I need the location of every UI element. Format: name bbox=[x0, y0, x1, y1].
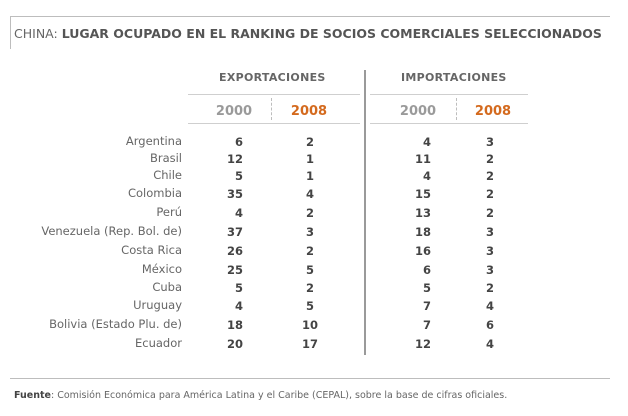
exports-2008-value: 5 bbox=[305, 263, 314, 277]
country-name: Perú bbox=[156, 205, 182, 219]
imports-2008-value: 2 bbox=[485, 152, 494, 166]
exports-2000-value: 4 bbox=[234, 206, 243, 220]
imports-year-divider bbox=[456, 98, 457, 120]
exports-2000-value: 6 bbox=[234, 135, 243, 149]
exports-2000-value: 12 bbox=[226, 152, 243, 166]
imports-header-rule bbox=[370, 94, 528, 95]
exports-2008-value: 2 bbox=[305, 135, 314, 149]
imports-2000-value: 15 bbox=[414, 187, 431, 201]
table-row: Colombia 35 4 15 2 bbox=[0, 186, 628, 203]
exports-year-divider bbox=[271, 98, 272, 120]
footer-rule bbox=[10, 378, 610, 379]
country-name: Argentina bbox=[125, 134, 182, 148]
country-name: México bbox=[141, 262, 182, 276]
table-row: Chile 5 1 4 2 bbox=[0, 168, 628, 185]
exports-2008-value: 1 bbox=[305, 169, 314, 183]
imports-2000-value: 7 bbox=[422, 299, 431, 313]
imports-2008-value: 4 bbox=[485, 337, 494, 351]
exports-2008-value: 1 bbox=[305, 152, 314, 166]
exports-years-rule bbox=[188, 123, 360, 124]
country-name: Uruguay bbox=[133, 298, 182, 312]
table-row: Cuba 5 2 5 2 bbox=[0, 280, 628, 297]
title-lead: CHINA: bbox=[14, 26, 58, 41]
exports-2008-value: 3 bbox=[305, 225, 314, 239]
source-note: Fuente: Comisión Económica para América … bbox=[14, 390, 507, 401]
table-row: México 25 5 6 3 bbox=[0, 262, 628, 279]
imports-2000-value: 12 bbox=[414, 337, 431, 351]
imports-2000-value: 13 bbox=[414, 206, 431, 220]
table-row: Uruguay 4 5 7 4 bbox=[0, 298, 628, 315]
exports-2008-value: 2 bbox=[305, 244, 314, 258]
imports-2008-value: 3 bbox=[485, 135, 494, 149]
table-row: Costa Rica 26 2 16 3 bbox=[0, 243, 628, 260]
imports-2008-value: 3 bbox=[485, 263, 494, 277]
exports-2000-value: 20 bbox=[226, 337, 243, 351]
imports-2000-value: 7 bbox=[422, 318, 431, 332]
title-rest: LUGAR OCUPADO EN EL RANKING DE SOCIOS CO… bbox=[61, 26, 602, 41]
exports-2000-value: 25 bbox=[226, 263, 243, 277]
exports-2008-value: 10 bbox=[301, 318, 318, 332]
table-row: Venezuela (Rep. Bol. de) 37 3 18 3 bbox=[0, 224, 628, 241]
imports-2008-value: 2 bbox=[485, 187, 494, 201]
imports-2000-value: 18 bbox=[414, 225, 431, 239]
imports-2000-value: 6 bbox=[422, 263, 431, 277]
country-name: Chile bbox=[153, 168, 182, 182]
imports-2008-value: 3 bbox=[485, 244, 494, 258]
imports-year-2008: 2008 bbox=[474, 104, 512, 119]
country-name: Bolivia (Estado Plu. de) bbox=[49, 317, 182, 331]
imports-2008-value: 2 bbox=[485, 281, 494, 295]
imports-2000-value: 11 bbox=[414, 152, 431, 166]
imports-2008-value: 4 bbox=[485, 299, 494, 313]
imports-2008-value: 2 bbox=[485, 169, 494, 183]
country-name: Ecuador bbox=[135, 336, 182, 350]
exports-2000-value: 5 bbox=[234, 281, 243, 295]
exports-2008-value: 17 bbox=[301, 337, 318, 351]
exports-2000-value: 37 bbox=[226, 225, 243, 239]
country-name: Costa Rica bbox=[121, 243, 182, 257]
table-row: Argentina 6 2 4 3 bbox=[0, 134, 628, 151]
table-row: Perú 4 2 13 2 bbox=[0, 205, 628, 222]
exports-2008-value: 2 bbox=[305, 281, 314, 295]
imports-header: IMPORTACIONES bbox=[401, 71, 507, 84]
imports-2000-value: 4 bbox=[422, 169, 431, 183]
country-name: Colombia bbox=[127, 186, 182, 200]
exports-2008-value: 5 bbox=[305, 299, 314, 313]
imports-2008-value: 2 bbox=[485, 206, 494, 220]
exports-2000-value: 26 bbox=[226, 244, 243, 258]
imports-2000-value: 5 bbox=[422, 281, 431, 295]
source-label: Fuente bbox=[14, 390, 51, 401]
table-row: Brasil 12 1 11 2 bbox=[0, 151, 628, 168]
source-text: : Comisión Económica para América Latina… bbox=[50, 390, 508, 401]
country-name: Venezuela (Rep. Bol. de) bbox=[41, 224, 182, 238]
imports-2008-value: 6 bbox=[485, 318, 494, 332]
imports-2000-value: 4 bbox=[422, 135, 431, 149]
page-title: CHINA: LUGAR OCUPADO EN EL RANKING DE SO… bbox=[14, 26, 602, 41]
exports-2000-value: 35 bbox=[226, 187, 243, 201]
exports-2008-value: 4 bbox=[305, 187, 314, 201]
exports-2008-value: 2 bbox=[305, 206, 314, 220]
exports-year-2000: 2000 bbox=[215, 104, 253, 119]
exports-imports-separator bbox=[364, 70, 366, 355]
imports-years-rule bbox=[370, 123, 528, 124]
table-row: Bolivia (Estado Plu. de) 18 10 7 6 bbox=[0, 317, 628, 334]
imports-year-2000: 2000 bbox=[399, 104, 437, 119]
exports-2000-value: 18 bbox=[226, 318, 243, 332]
imports-2008-value: 3 bbox=[485, 225, 494, 239]
title-frame-top bbox=[10, 16, 610, 17]
imports-2000-value: 16 bbox=[414, 244, 431, 258]
exports-header-rule bbox=[188, 94, 360, 95]
exports-2000-value: 5 bbox=[234, 169, 243, 183]
title-frame-left bbox=[10, 16, 11, 49]
exports-header: EXPORTACIONES bbox=[219, 71, 326, 84]
table-row: Ecuador 20 17 12 4 bbox=[0, 336, 628, 353]
exports-2000-value: 4 bbox=[234, 299, 243, 313]
country-name: Cuba bbox=[152, 280, 182, 294]
exports-year-2008: 2008 bbox=[290, 104, 328, 119]
country-name: Brasil bbox=[149, 151, 182, 165]
